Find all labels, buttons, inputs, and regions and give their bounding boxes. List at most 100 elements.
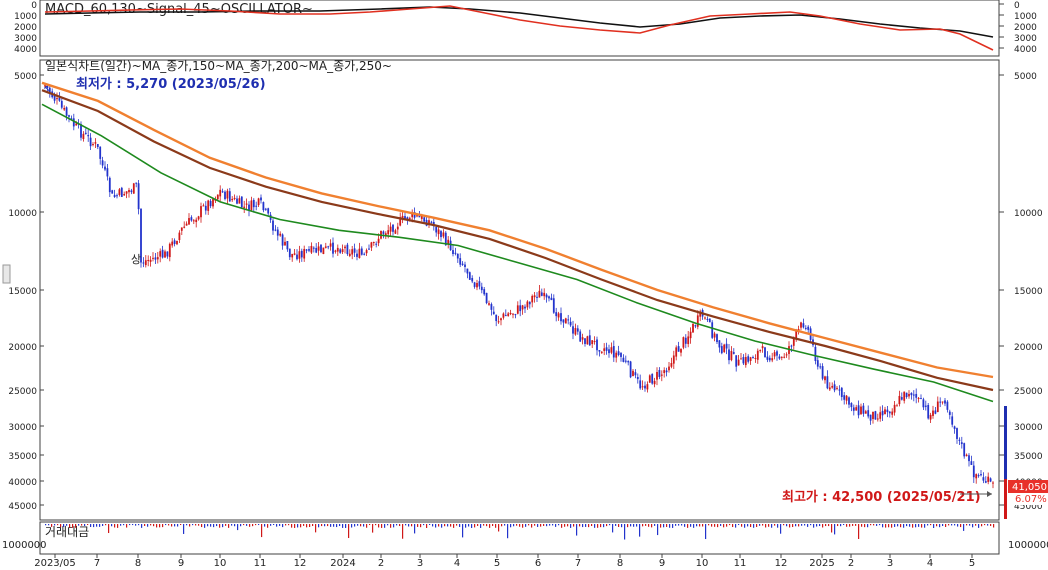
candle-body	[888, 411, 891, 414]
volume-bar	[933, 524, 935, 528]
candle-body	[80, 124, 82, 138]
volume-bar	[414, 524, 416, 534]
candle-body	[956, 428, 958, 439]
volume-bar	[222, 524, 224, 528]
candle-body	[485, 292, 488, 304]
candle-body	[711, 322, 714, 338]
x-axis-label: 10	[214, 558, 227, 569]
candle-body	[368, 248, 370, 250]
candle-body	[279, 233, 282, 236]
volume-bar	[369, 524, 371, 526]
volume-bar	[456, 524, 458, 526]
volume-bar	[531, 524, 533, 528]
candle-body	[740, 358, 742, 360]
macd-y-tick-right: 1000	[1014, 12, 1037, 22]
macd-y-tick-left: 4000	[14, 45, 37, 55]
volume-bar	[180, 524, 182, 526]
candle-body	[970, 461, 973, 465]
candle-body	[560, 313, 562, 322]
candle-body	[663, 370, 666, 374]
candle-body	[125, 191, 128, 194]
volume-bar	[723, 524, 725, 528]
volume-bar	[159, 524, 161, 528]
candle-body	[161, 249, 164, 258]
candle-body	[737, 359, 740, 366]
volume-bar	[108, 524, 110, 534]
candle-body	[826, 376, 829, 389]
candle-body	[106, 168, 109, 177]
candle-body	[836, 387, 838, 389]
volume-bar	[651, 524, 653, 528]
volume-bar	[117, 524, 119, 528]
candle-body	[932, 410, 934, 416]
candle-body	[968, 455, 970, 462]
volume-bar	[477, 524, 479, 526]
volume-bar	[663, 524, 665, 528]
candle-body	[221, 191, 224, 193]
candle-body	[173, 240, 176, 244]
volume-bar	[261, 524, 263, 538]
candle-body	[905, 392, 908, 397]
volume-bar	[786, 524, 788, 527]
candle-body	[492, 311, 495, 315]
volume-bar	[660, 524, 662, 528]
volume-bar	[315, 524, 317, 533]
volume-bar	[357, 524, 359, 526]
candle-body	[452, 250, 454, 255]
candle-body	[89, 137, 92, 147]
candle-body	[572, 326, 574, 334]
candle-body	[507, 313, 510, 316]
volume-bar	[153, 524, 155, 527]
volume-bar	[372, 524, 374, 533]
volume-bar	[174, 524, 176, 527]
change-badge: 6.07%	[1015, 494, 1047, 505]
volume-bar	[144, 524, 146, 526]
candle-body	[444, 232, 447, 246]
candle-body	[442, 232, 445, 237]
volume-bar	[75, 524, 77, 528]
volume-bar	[690, 524, 692, 527]
volume-bar	[339, 524, 341, 527]
candle-body	[53, 95, 56, 101]
candle-body	[924, 405, 927, 407]
candle-body	[284, 241, 286, 246]
volume-bar	[351, 524, 353, 528]
volume-bar	[471, 524, 473, 528]
candle-body	[351, 249, 354, 255]
candle-body	[387, 230, 390, 235]
volume-bar	[966, 524, 968, 526]
candle-body	[778, 356, 781, 359]
volume-bar	[120, 524, 122, 526]
volume-bar	[936, 524, 938, 527]
candle-body	[411, 211, 414, 218]
volume-bar	[378, 524, 380, 528]
candle-body	[792, 338, 795, 346]
volume-bar	[597, 524, 599, 528]
volume-bar	[891, 524, 893, 528]
volume-bar	[798, 524, 800, 527]
candle-body	[824, 376, 826, 381]
x-axis-label: 4	[454, 558, 460, 569]
x-axis-label: 11	[254, 558, 267, 569]
candle-body	[130, 190, 133, 193]
candle-body	[672, 355, 675, 364]
macd-y-tick-left: 1000	[14, 12, 37, 22]
candle-body	[622, 357, 625, 362]
candle-body	[699, 311, 702, 317]
candle-body	[603, 348, 606, 351]
volume-bar	[759, 524, 761, 526]
candle-body	[329, 243, 332, 247]
left-scroll-handle[interactable]	[2, 264, 11, 284]
volume-bar	[327, 524, 329, 527]
candle-body	[608, 349, 610, 354]
candle-body	[579, 331, 582, 342]
candle-body	[363, 253, 366, 255]
candle-body	[684, 337, 687, 344]
candle-body	[519, 305, 522, 312]
candle-body	[135, 182, 138, 184]
volume-bar	[54, 524, 56, 526]
price-y-tick-right: 10000	[1014, 209, 1043, 219]
volume-bar	[252, 524, 254, 527]
macd-y-tick-left: 2000	[14, 23, 37, 33]
volume-bar	[255, 524, 257, 526]
